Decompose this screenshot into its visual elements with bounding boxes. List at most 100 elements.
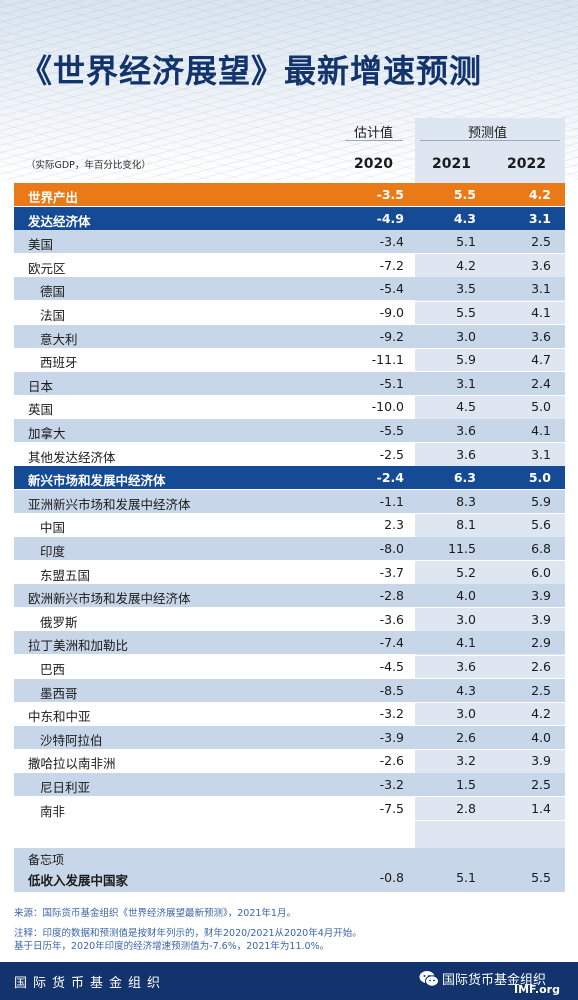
row-value-2022: 3.1	[531, 446, 551, 462]
row-value-2020: -3.9	[379, 729, 404, 745]
imf-site-link[interactable]: IMF.org	[514, 983, 560, 996]
row-value-2020: -4.5	[379, 659, 404, 674]
row-label: 日本	[28, 378, 54, 394]
table-row: 南非 -7.5 2.8 1.4	[14, 796, 565, 820]
row-value-2021: 5.1	[456, 234, 476, 250]
row-value-2021: 4.0	[456, 588, 476, 604]
row-label: 巴西	[40, 662, 66, 677]
table-row: 亚洲新兴市场和发展中经济体 -1.1 8.3 5.9	[14, 489, 565, 513]
row-value-2020: -3.4	[379, 234, 404, 250]
row-value-2022: 2.5	[531, 777, 551, 792]
row-value-2021: 4.1	[456, 635, 476, 651]
row-value-2022: 1.4	[531, 800, 551, 816]
row-value-2021: 5.2	[456, 564, 476, 580]
table-row: 中东和中亚 -3.2 3.0 4.2	[14, 702, 565, 726]
row-value-2021: 4.3	[456, 682, 476, 698]
table-row: 墨西哥 -8.5 4.3 2.5	[14, 678, 565, 702]
row-value-2022: 3.6	[531, 328, 551, 344]
row-value-2021: 8.3	[456, 493, 476, 509]
row-value-2020: -9.2	[379, 328, 404, 344]
row-value-2021: 5.9	[456, 352, 476, 368]
row-value-2020: -3.5	[376, 187, 404, 202]
row-label: 发达经济体	[28, 213, 91, 229]
row-value-2021: 4.5	[456, 399, 476, 415]
projection-underline	[420, 140, 560, 141]
row-label: 英国	[28, 402, 54, 418]
row-value-2021: 3.5	[456, 281, 476, 297]
row-label: 美国	[28, 237, 54, 253]
row-value-2020: -4.9	[376, 210, 404, 226]
row-value-2021: 3.0	[456, 611, 476, 627]
row-label: 尼日利亚	[40, 780, 91, 795]
row-label: 西班牙	[40, 355, 78, 371]
row-value-2021: 2.8	[456, 800, 476, 816]
row-value-2022: 4.2	[528, 187, 551, 202]
header-banner: 《世界经济展望》最新增速预测	[0, 0, 578, 180]
wechat-icon	[419, 971, 439, 987]
row-value-2021: 3.0	[456, 706, 476, 722]
row-value-2022: 2.5	[531, 234, 551, 250]
row-value-2022: 2.9	[531, 635, 551, 651]
row-label: 新兴市场和发展中经济体	[28, 473, 166, 489]
row-label: 墨西哥	[40, 685, 78, 701]
row-value-2022: 4.2	[531, 706, 551, 722]
row-value-2020: -5.5	[379, 423, 404, 438]
table-row: 美国 -3.4 5.1 2.5	[14, 230, 565, 254]
row-value-2020: -5.4	[379, 281, 404, 297]
row-value-2021: 2.6	[456, 729, 476, 745]
row-label: 东盟五国	[40, 567, 91, 583]
row-value-2022: 6.8	[531, 541, 551, 556]
row-value-2022: 5.6	[531, 517, 551, 533]
row-separator	[14, 394, 565, 396]
row-label: 南非	[40, 803, 66, 819]
row-separator	[14, 253, 565, 255]
row-value-2022: 2.4	[531, 375, 551, 391]
row-label: 中国	[40, 520, 66, 536]
row-value-2022: 3.1	[531, 281, 551, 297]
row-separator	[14, 442, 565, 444]
row-separator	[14, 607, 565, 609]
memo-band	[14, 848, 565, 892]
row-value-2020: -11.1	[371, 352, 404, 368]
row-value-2021: 3.1	[456, 375, 476, 391]
table-row: 撒哈拉以南非洲 -2.6 3.2 3.9	[14, 749, 565, 773]
row-value-2020: -3.6	[379, 611, 404, 627]
row-value-2022: 3.9	[531, 611, 551, 627]
row-value-2021: 4.3	[453, 210, 476, 226]
year-2021-header: 2021	[432, 156, 471, 172]
table-row: 世界产出 -3.5 5.5 4.2	[14, 183, 565, 206]
row-value-2022: 3.6	[531, 257, 551, 273]
row-label: 法国	[40, 308, 66, 323]
row-value-2020: -8.5	[379, 682, 404, 698]
row-value-2022: 3.1	[528, 210, 551, 226]
row-separator	[14, 796, 565, 798]
row-value-2021: 1.5	[456, 777, 476, 792]
row-value-2020: -2.4	[376, 470, 404, 486]
row-value-2021: 3.6	[456, 659, 476, 674]
row-value-2022: 4.7	[531, 352, 551, 368]
table-row: 欧元区 -7.2 4.2 3.6	[14, 253, 565, 277]
memo-title: 备忘项	[28, 853, 65, 867]
row-value-2022: 3.9	[531, 588, 551, 604]
row-value-2020: -7.2	[379, 257, 404, 273]
estimate-header: 估计值	[354, 126, 394, 141]
row-label: 亚洲新兴市场和发展中经济体	[28, 496, 191, 512]
row-label: 世界产出	[28, 190, 79, 205]
table-row: 欧洲新兴市场和发展中经济体 -2.8 4.0 3.9	[14, 584, 565, 608]
footnote-2: 基于日历年，2020年印度的经济增速预测值为-7.6%，2021年为11.0%。	[14, 941, 330, 952]
estimate-underline	[345, 140, 403, 141]
source-note: 来源：国际货币基金组织《世界经济展望最新预测》，2021年1月。	[14, 908, 296, 919]
table-row: 其他发达经济体 -2.5 3.6 3.1	[14, 442, 565, 466]
row-value-2020: 2.3	[384, 517, 404, 533]
row-value-2021: 8.1	[456, 517, 476, 533]
row-separator	[14, 654, 565, 656]
row-value-2022: 2.6	[531, 659, 551, 674]
row-value-2021: 3.6	[456, 446, 476, 462]
row-separator	[14, 560, 565, 562]
footnote-1: 注释：印度的数据和预测值是按财年列示的，财年2020/2021从2020年4月开…	[14, 928, 362, 939]
table-row: 巴西 -4.5 3.6 2.6	[14, 655, 565, 678]
table-row: 西班牙 -11.1 5.9 4.7	[14, 348, 565, 372]
row-separator	[14, 748, 565, 750]
row-value-2020: -7.5	[379, 800, 404, 816]
row-value-2020: -3.2	[379, 706, 404, 722]
